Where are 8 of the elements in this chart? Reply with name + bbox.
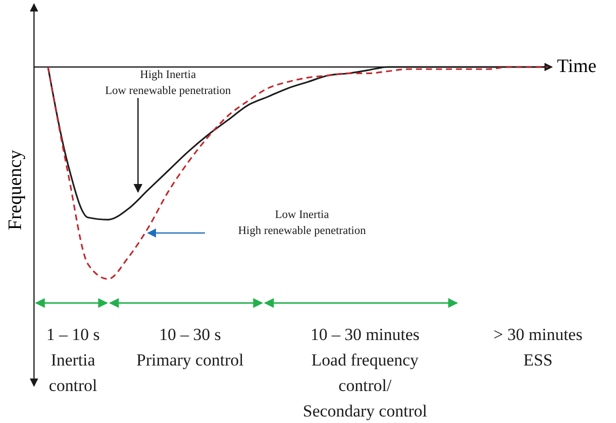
text: 10 – 30 s Primary control	[136, 325, 244, 370]
text: 1 – 10 s Inertia control	[46, 325, 100, 395]
annotation: High Inertia Low renewable penetration	[105, 69, 232, 97]
x-axis-title: Time	[557, 56, 596, 77]
y-axis-title: Frequency	[5, 149, 26, 230]
text: 10 – 30 minutes Load frequency control/ Secondary control	[302, 325, 428, 420]
text: > 30 minutes ESS	[494, 325, 582, 370]
annotation: Low Inertia High renewable penetration	[238, 209, 366, 237]
